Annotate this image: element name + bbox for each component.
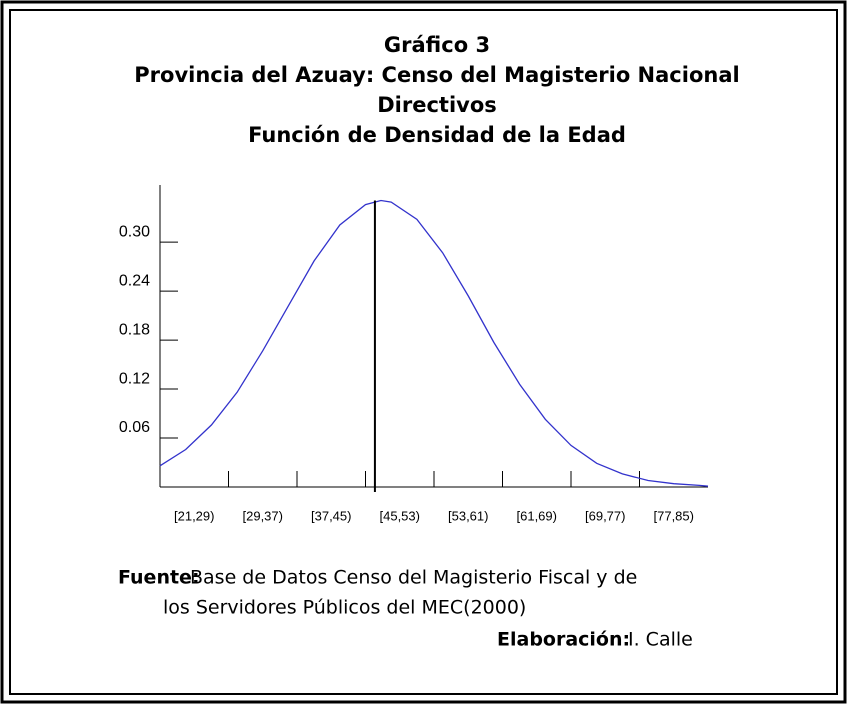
y-tick-label: 0.12 <box>119 370 150 387</box>
y-tick-label: 0.18 <box>119 321 150 338</box>
x-tick-label: [61,69) <box>517 508 557 523</box>
source-text: los Servidores Públicos del MEC(2000) <box>163 597 526 619</box>
x-tick-label: [53,61) <box>448 508 488 523</box>
author: I. Calle <box>628 629 693 651</box>
source-text: Base de Datos Censo del Magisterio Fisca… <box>190 567 637 589</box>
author-label: Elaboración: <box>497 629 630 651</box>
x-tick-label: [21,29) <box>174 508 214 523</box>
y-tick-label: 0.24 <box>119 272 150 289</box>
title-line: Provincia del Azuay: Censo del Magisteri… <box>134 63 739 87</box>
y-tick-label: 0.06 <box>119 419 150 436</box>
inner-border <box>9 9 838 695</box>
title-line: Gráfico 3 <box>384 33 490 57</box>
x-tick-label: [29,37) <box>243 508 283 523</box>
source-label: Fuente: <box>118 567 200 589</box>
y-tick-label: 0.30 <box>119 223 150 240</box>
x-tick-label: [77,85) <box>654 508 694 523</box>
x-tick-label: [45,53) <box>380 508 420 523</box>
density-curve <box>159 199 709 487</box>
title-line: Función de Densidad de la Edad <box>248 123 626 147</box>
title-line: Directivos <box>377 93 497 117</box>
x-tick-label: [37,45) <box>311 508 351 523</box>
x-tick-label: [69,77) <box>585 508 625 523</box>
